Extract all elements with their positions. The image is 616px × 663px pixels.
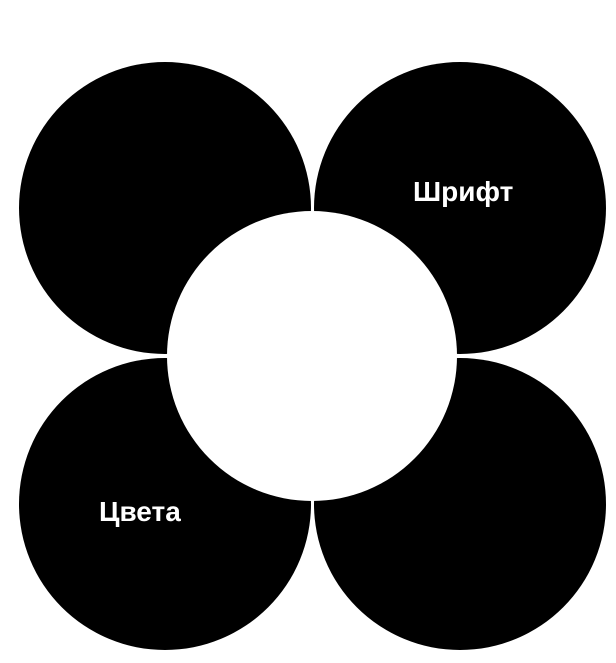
petal-label-colors: Цвета — [99, 496, 181, 527]
petal-label-font: Шрифт — [413, 176, 514, 207]
center-circle — [167, 211, 457, 501]
